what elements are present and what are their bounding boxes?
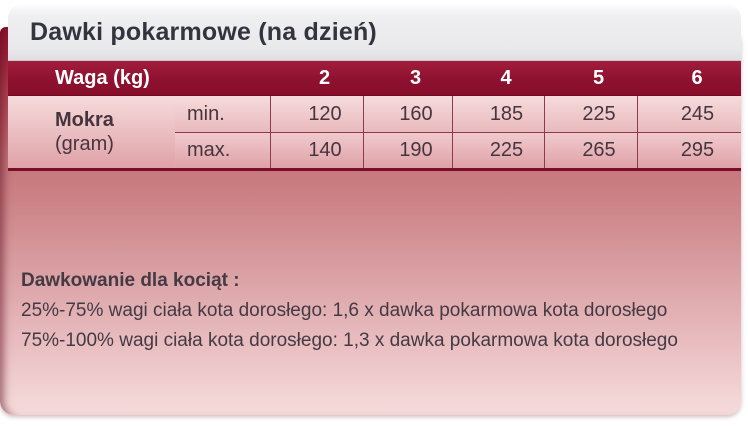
- max-value-4kg: 225: [452, 132, 544, 168]
- kitten-dosing-notes: Dawkowanie dla kociąt : 25%-75% wagi cia…: [21, 266, 731, 356]
- max-value-3kg: 190: [363, 132, 452, 168]
- max-value-5kg: 265: [544, 132, 637, 168]
- min-value-2kg: 120: [270, 96, 363, 132]
- row-max-label: max.: [175, 132, 270, 168]
- row-group-name: Mokra: [55, 109, 114, 131]
- note-line-2: 75%-100% wagi ciała kota dorosłego: 1,3 …: [21, 330, 678, 351]
- header-col-5: 5: [592, 66, 605, 89]
- table-body: Mokra (gram) min. 120 160 185 225 245 ma…: [8, 96, 741, 168]
- row-group-unit: (gram): [55, 133, 114, 155]
- header-col-3: 3: [409, 66, 422, 89]
- min-value-4kg: 185: [452, 96, 544, 132]
- note-line-1: 25%-75% wagi ciała kota dorosłego: 1,6 x…: [21, 300, 668, 321]
- max-value-2kg: 140: [270, 132, 363, 168]
- max-value-6kg: 295: [637, 132, 741, 168]
- title-bar: Dawki pokarmowe (na dzień): [8, 4, 741, 61]
- min-value-5kg: 225: [544, 96, 637, 132]
- feeding-dose-table: Waga (kg) 2 3 4 5 6 Mokra (gram) min. 12…: [8, 61, 741, 171]
- header-weight-label: Waga (kg): [55, 66, 150, 89]
- row-group-label: Mokra (gram): [8, 96, 175, 168]
- header-col-4: 4: [500, 66, 512, 89]
- header-col-6: 6: [691, 66, 703, 89]
- min-value-6kg: 245: [637, 96, 741, 132]
- page-title: Dawki pokarmowe (na dzień): [30, 17, 377, 46]
- header-col-2: 2: [318, 66, 331, 89]
- row-min-label: min.: [175, 96, 270, 132]
- table-header-row: Waga (kg) 2 3 4 5 6: [8, 61, 741, 96]
- notes-heading: Dawkowanie dla kociąt :: [21, 270, 240, 291]
- min-value-3kg: 160: [363, 96, 452, 132]
